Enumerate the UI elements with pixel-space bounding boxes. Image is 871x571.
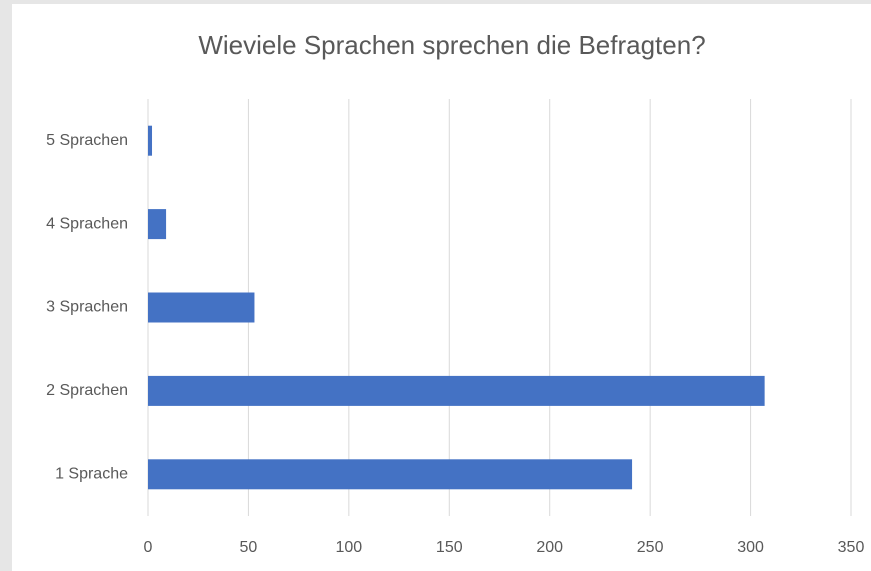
x-tick-label: 250 — [637, 539, 664, 556]
y-tick-label: 4 Sprachen — [46, 215, 128, 232]
x-tick-label: 150 — [436, 539, 463, 556]
bar — [148, 292, 255, 323]
x-tick-label: 200 — [536, 539, 563, 556]
bar — [148, 125, 153, 156]
x-tick-label: 0 — [144, 539, 153, 556]
bar — [148, 209, 167, 240]
y-tick-label: 3 Sprachen — [46, 299, 128, 316]
x-tick-label: 100 — [336, 539, 363, 556]
y-tick-label: 5 Sprachen — [46, 132, 128, 149]
bar — [148, 375, 765, 406]
x-tick-label: 350 — [838, 539, 865, 556]
x-tick-label: 50 — [240, 539, 258, 556]
bar — [148, 459, 633, 490]
y-tick-label: 2 Sprachen — [46, 382, 128, 399]
x-tick-label: 300 — [737, 539, 764, 556]
chart-title: Wieviele Sprachen sprechen die Befragten… — [198, 30, 705, 60]
y-tick-label: 1 Sprache — [55, 466, 128, 483]
